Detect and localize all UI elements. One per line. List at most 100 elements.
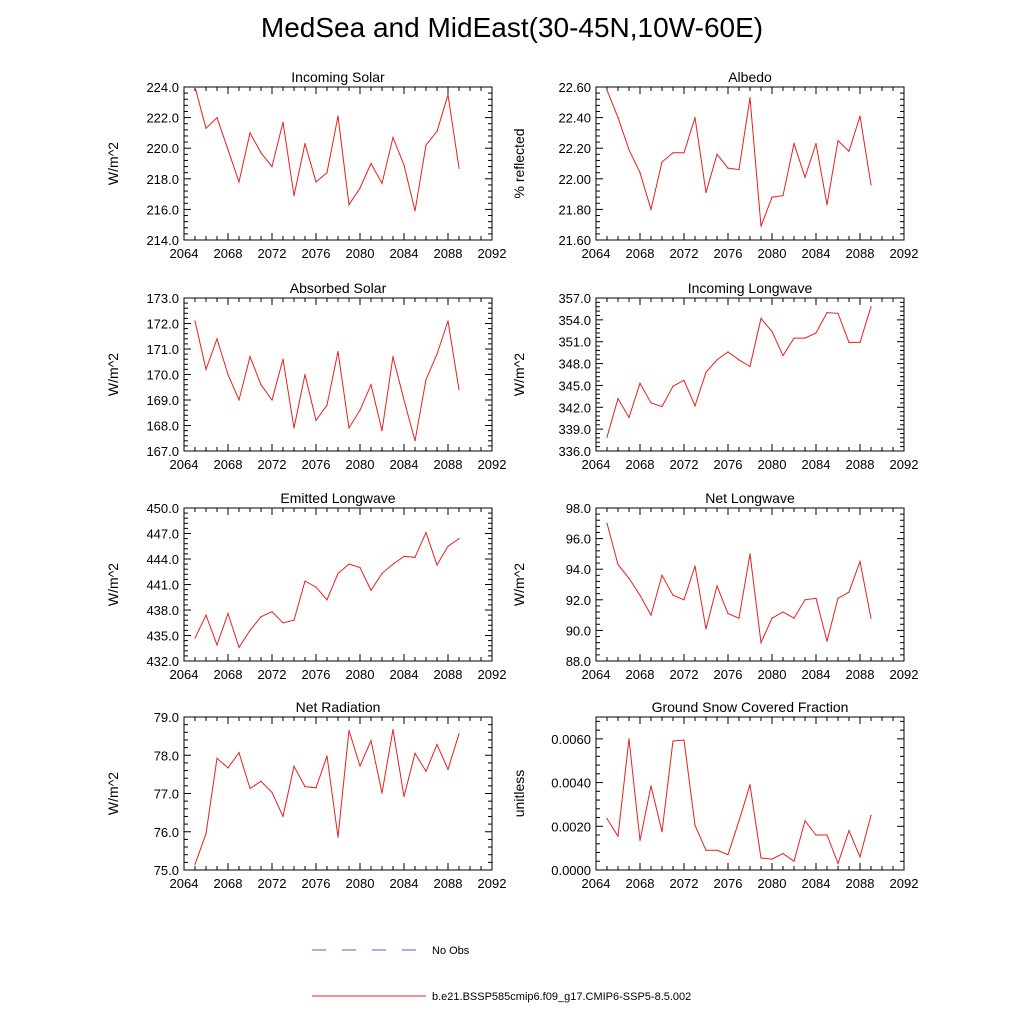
data-point (716, 849, 718, 851)
x-tick-label: 2072 (258, 667, 287, 682)
data-point (738, 820, 740, 822)
data-point (249, 356, 251, 358)
data-point (617, 564, 619, 566)
data-point (304, 373, 306, 376)
data-point (337, 350, 339, 353)
data-point (381, 572, 383, 575)
x-tick-label: 2072 (258, 246, 287, 261)
x-tick-label: 2064 (170, 876, 199, 891)
x-tick-label: 2072 (670, 876, 699, 891)
data-point (414, 556, 416, 558)
plot-frame (183, 86, 493, 241)
data-point (639, 172, 641, 174)
data-point (738, 617, 740, 619)
data-point (194, 320, 196, 322)
data-point (782, 195, 784, 197)
data-point (749, 97, 751, 99)
data-point (381, 792, 383, 794)
data-point (727, 167, 729, 169)
data-point (606, 89, 608, 91)
data-point (672, 152, 674, 154)
data-point (458, 733, 460, 735)
data-point (370, 384, 372, 386)
x-tick-label: 2084 (802, 457, 831, 472)
data-point (260, 152, 262, 154)
data-point (359, 765, 361, 767)
data-point (815, 834, 817, 836)
data-point (617, 835, 619, 837)
x-tick-label: 2072 (670, 457, 699, 472)
y-tick-label: 432.0 (146, 654, 179, 669)
x-tick-label: 2076 (302, 876, 331, 891)
data-point (359, 409, 361, 411)
data-point (348, 204, 350, 206)
y-tick-label: 22.60 (558, 80, 591, 95)
x-tick-label: 2080 (758, 246, 787, 261)
data-point (447, 545, 449, 547)
data-point (414, 752, 416, 754)
data-point (282, 358, 284, 360)
y-tick-label: 21.60 (558, 233, 591, 248)
data-point (617, 397, 619, 400)
data-point (425, 379, 427, 381)
legend: No Obs b.e21.BSSP585cmip6.f09_g17.CMIP6-… (312, 945, 691, 1003)
y-tick-label: 76.0 (154, 825, 179, 840)
y-axis-label: W/m^2 (105, 353, 121, 396)
data-point (639, 839, 641, 842)
data-point (760, 857, 762, 859)
panel-net-longwave: Net Longwave W/m^2 2064 2068 2072 2076 2080 208… (511, 490, 918, 682)
x-tick-label: 2068 (214, 667, 243, 682)
data-point (826, 640, 828, 642)
data-point (793, 337, 795, 339)
x-tick-label: 2068 (626, 457, 655, 472)
data-point (205, 127, 207, 129)
data-point (650, 208, 652, 210)
data-point (403, 555, 405, 558)
x-tick-label: 2068 (214, 876, 243, 891)
x-tick-label: 2068 (626, 876, 655, 891)
y-tick-label: 435.0 (146, 629, 179, 644)
x-tick-label: 2088 (434, 246, 463, 261)
x-tick-label: 2064 (582, 667, 611, 682)
data-point (381, 182, 383, 184)
data-point (227, 767, 229, 769)
data-point (359, 566, 361, 569)
data-point (661, 161, 663, 163)
data-point (205, 368, 207, 370)
y-tick-label: 450.0 (146, 501, 179, 516)
data-point (216, 757, 218, 759)
y-tick-label: 22.40 (558, 111, 591, 126)
data-point (348, 563, 350, 565)
data-point (848, 150, 850, 152)
series-line (606, 738, 872, 865)
data-point (804, 820, 806, 822)
data-point (606, 522, 608, 524)
x-tick-label: 2092 (890, 876, 919, 891)
y-tick-label: 339.0 (558, 422, 591, 437)
data-point (348, 729, 350, 731)
data-point (293, 195, 295, 197)
x-tick-label: 2076 (714, 876, 743, 891)
data-point (870, 306, 872, 308)
x-tick-label: 2080 (758, 457, 787, 472)
y-tick-label: 96.0 (566, 532, 591, 547)
x-tick-label: 2092 (478, 667, 507, 682)
x-tick-label: 2064 (170, 457, 199, 472)
data-point (447, 320, 449, 322)
x-tick-label: 2084 (390, 246, 419, 261)
panel-emitted-longwave: Emitted Longwave W/m^2 2064 2068 2072 2076 208… (105, 490, 506, 682)
y-axis-label: unitless (511, 770, 527, 817)
x-tick-label: 2084 (390, 876, 419, 891)
data-point (782, 611, 784, 613)
data-point (392, 136, 394, 139)
data-point (238, 399, 240, 401)
y-tick-label: 224.0 (146, 80, 179, 95)
data-point (705, 191, 707, 194)
data-point (628, 738, 630, 740)
y-tick-label: 88.0 (566, 654, 591, 669)
y-tick-label: 441.0 (146, 578, 179, 593)
data-point (194, 863, 196, 865)
x-tick-label: 2076 (302, 457, 331, 472)
data-point (716, 585, 718, 587)
